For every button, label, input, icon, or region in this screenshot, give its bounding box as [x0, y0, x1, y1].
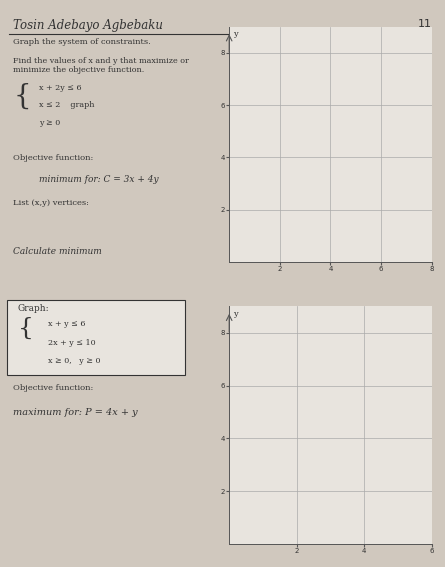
Text: x ≤ 2    graph: x ≤ 2 graph: [39, 101, 95, 109]
Text: x + y ≤ 6: x + y ≤ 6: [48, 320, 85, 328]
Text: minimum for: C = 3x + 4y: minimum for: C = 3x + 4y: [39, 175, 159, 184]
Text: Objective function:: Objective function:: [13, 154, 93, 162]
Text: Graph:: Graph:: [17, 304, 49, 313]
Text: Find the values of x and y that maximize or
minimize the objective function.: Find the values of x and y that maximize…: [13, 57, 189, 74]
Text: Calculate minimum: Calculate minimum: [13, 247, 102, 256]
Text: Graph the system of constraints.: Graph the system of constraints.: [13, 38, 151, 46]
Text: List (x,y) vertices:: List (x,y) vertices:: [13, 199, 89, 207]
Text: x + 2y ≤ 6: x + 2y ≤ 6: [39, 84, 82, 92]
Text: y ≥ 0: y ≥ 0: [39, 119, 61, 126]
Text: Objective function:: Objective function:: [13, 384, 93, 392]
Text: maximum for: P = 4x + y: maximum for: P = 4x + y: [13, 408, 138, 417]
Text: Tosin Adebayo Agbebaku: Tosin Adebayo Agbebaku: [13, 19, 163, 32]
Text: {: {: [17, 317, 33, 340]
Text: 2x + y ≤ 10: 2x + y ≤ 10: [48, 338, 96, 346]
Text: x ≥ 0,   y ≥ 0: x ≥ 0, y ≥ 0: [48, 357, 101, 365]
Text: y: y: [233, 31, 238, 39]
Text: {: {: [13, 82, 31, 109]
Text: y: y: [233, 310, 237, 318]
FancyBboxPatch shape: [7, 300, 186, 375]
Text: 11: 11: [418, 19, 432, 29]
